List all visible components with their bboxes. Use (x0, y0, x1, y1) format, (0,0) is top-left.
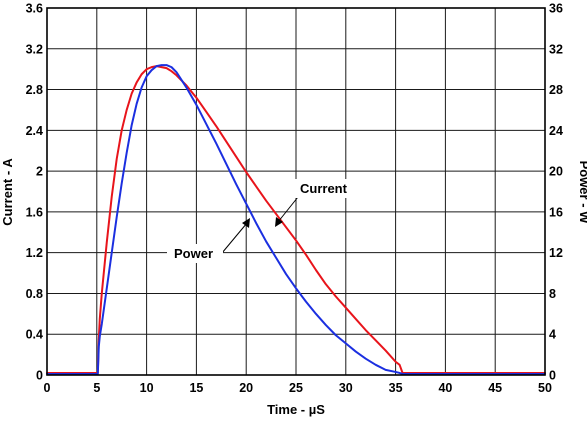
x-tick-label: 45 (488, 381, 502, 395)
y2-tick-label: 32 (549, 42, 563, 56)
current-annotation-leader (277, 196, 299, 223)
y2-tick-label: 12 (549, 246, 563, 260)
y-tick-label: 1.2 (26, 246, 43, 260)
y-tick-label: 1.6 (26, 205, 43, 219)
y2-axis-title: Power - W (577, 161, 587, 225)
y-tick-label: 3.6 (26, 2, 43, 16)
y2-tick-label: 36 (549, 2, 563, 16)
y2-tick-label: 28 (549, 83, 563, 97)
y2-tick-label: 4 (549, 328, 556, 342)
power-series-line (46, 64, 546, 375)
power-annotation-arrowhead (242, 218, 250, 228)
current-annotation-label: Current (300, 181, 348, 196)
plot-frame (46, 7, 546, 376)
current-series-line (46, 65, 546, 374)
y-tick-label: 3.2 (26, 42, 43, 56)
tick-labels: 0 5 10 15 20 25 30 35 40 45 5000.40.81.21.622.42.8… (26, 2, 563, 396)
annotations: Current Power (167, 179, 357, 263)
x-tick-label: 15 (189, 381, 203, 395)
x-tick-label: 40 (438, 381, 452, 395)
x-axis-title: Time - µS (267, 402, 325, 417)
x-tick-label: 0 (44, 381, 51, 395)
x-tick-label: 25 (289, 381, 303, 395)
power-annotation-label: Power (174, 246, 213, 261)
x-tick-label: 50 (538, 381, 552, 395)
y2-tick-label: 8 (549, 287, 556, 301)
x-tick-label: 30 (339, 381, 353, 395)
y-tick-label: 2.4 (26, 124, 43, 138)
x-tick-label: 5 (93, 381, 100, 395)
series-layer (46, 64, 546, 375)
current-annotation-arrowhead (275, 217, 283, 227)
y-axis-title: Current - A (0, 158, 15, 226)
y2-tick-label: 0 (549, 369, 556, 383)
y-tick-label: 2.8 (26, 83, 43, 97)
x-tick-label: 20 (239, 381, 253, 395)
y2-tick-label: 20 (549, 165, 563, 179)
power-annotation-bg (167, 244, 223, 263)
power-annotation-leader (221, 222, 248, 254)
x-tick-label: 35 (389, 381, 403, 395)
x-tick-label: 10 (140, 381, 154, 395)
y2-tick-label: 24 (549, 124, 563, 138)
y-tick-label: 0 (36, 369, 43, 383)
y-tick-label: 0.4 (26, 328, 43, 342)
grid (47, 8, 545, 375)
y2-tick-label: 16 (549, 205, 563, 219)
current-annotation-bg (293, 179, 357, 198)
y-tick-label: 0.8 (26, 287, 43, 301)
y-tick-label: 2 (36, 165, 43, 179)
